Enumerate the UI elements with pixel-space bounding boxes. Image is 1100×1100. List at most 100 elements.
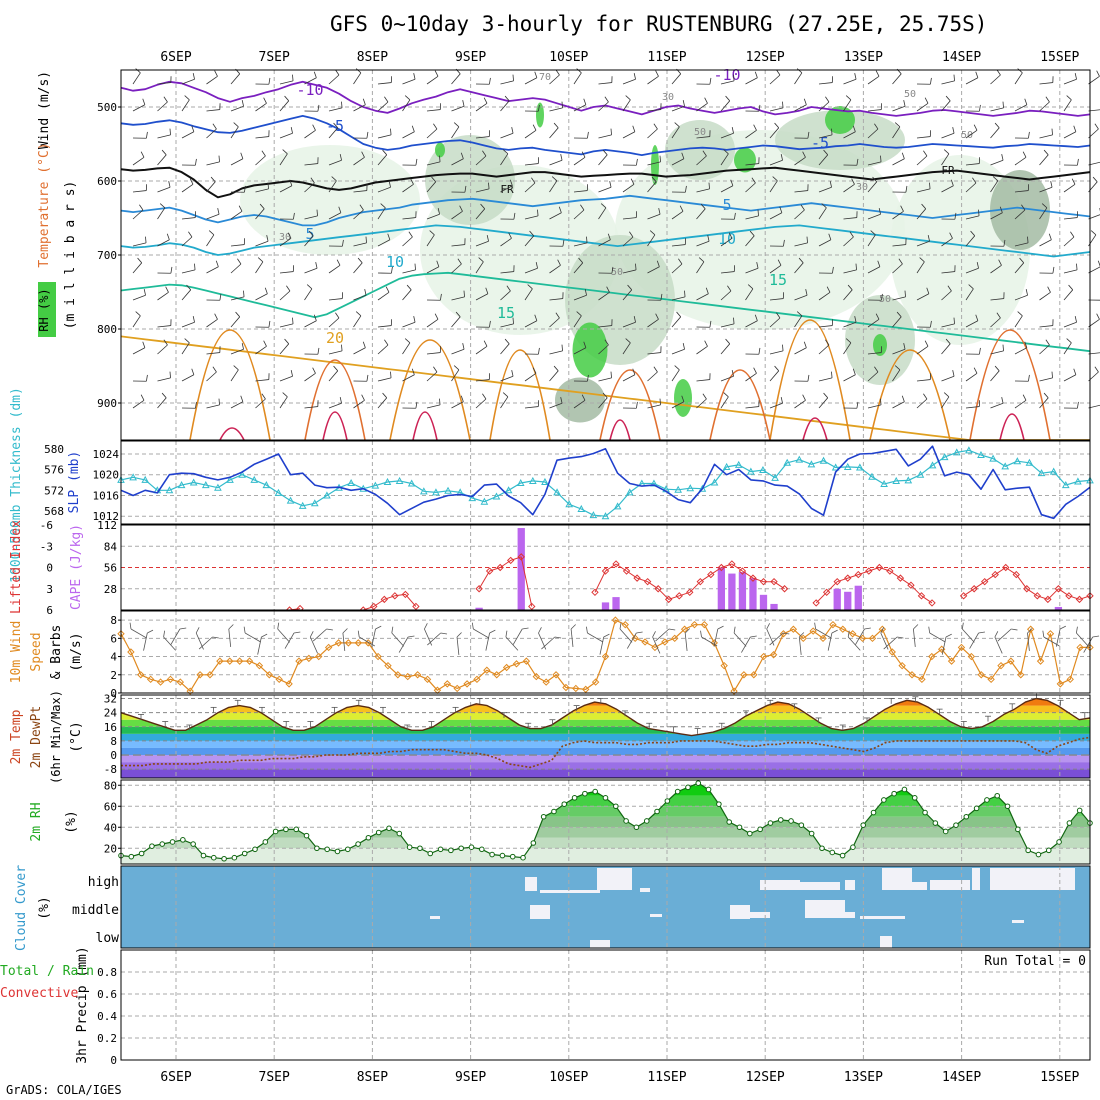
wind-barb-flag [502, 149, 509, 155]
wind-barb [500, 127, 514, 139]
wind-barb-staff [279, 218, 294, 220]
wind-barb [696, 393, 707, 409]
wind10m-barb [284, 631, 301, 649]
wind10m-barb-staff [198, 636, 213, 650]
wind10m-marker [680, 625, 689, 633]
wind10m-marker [255, 661, 264, 670]
temperature-contour-hot [322, 411, 348, 441]
chart-title: GFS 0~10day 3-hourly for RUSTENBURG (27.… [330, 12, 988, 36]
wind-barb-staff [965, 288, 974, 301]
wind-barb-staff [892, 73, 902, 85]
wind-barb-staff [671, 348, 685, 355]
wind-barb [696, 77, 712, 85]
wind10m-barb-staff [284, 632, 295, 649]
wind10m-barb-staff [798, 636, 802, 655]
wind-barb-flag [315, 262, 318, 269]
thickness-marker [1061, 481, 1070, 489]
wind-barb-staff [941, 153, 950, 166]
wind-barb [1014, 289, 1028, 301]
cloud-level-label: low [96, 931, 120, 946]
wind-barb-staff [720, 100, 731, 112]
wind-barb [255, 393, 266, 409]
wind-barb-flag [215, 260, 219, 267]
wind-barb [990, 259, 1002, 274]
wind10m-barb [1083, 635, 1100, 653]
wind-barb [1039, 96, 1050, 112]
wind-barb-flag [727, 285, 732, 292]
wind-barb-staff [892, 126, 901, 139]
temperature-contour-label: -10 [296, 81, 323, 99]
wind10m-barb-flag [163, 630, 166, 638]
wind-barb [279, 149, 288, 166]
precip-ylabel-1: 3hr Precip (mm) [75, 946, 90, 1063]
wind-barb-flag [656, 260, 660, 267]
wind-barb-flag [584, 289, 587, 296]
wind-barb-staff [475, 83, 490, 85]
wind-barb [1014, 151, 1027, 166]
wind-barb [671, 122, 680, 139]
wind-barb-staff [671, 191, 686, 193]
wind10m-barb-flag [570, 624, 576, 630]
thickness-marker [819, 456, 828, 464]
wind-barb-staff [867, 75, 880, 85]
rh2m-marker [417, 845, 423, 852]
wind-barb [671, 290, 686, 301]
wind-barb-staff [843, 183, 855, 193]
wind-barb-staff [965, 215, 980, 220]
wind-barb [573, 204, 585, 220]
wind-barb-staff [524, 235, 535, 247]
rh2m-ylabel-2: (%) [64, 810, 79, 833]
rh2m-marker [664, 798, 671, 804]
wind-barb-flag [903, 343, 906, 350]
wind-barb-staff [573, 156, 586, 166]
wind-barb-staff [818, 325, 833, 328]
wind-barb-staff [451, 316, 461, 328]
rh2m-ylabel-1: 2m RH [29, 802, 44, 841]
wind-barb-staff [524, 215, 539, 220]
wind10m-barb-staff [997, 628, 1012, 642]
wind-barb-staff [132, 347, 146, 355]
wind-barb-flag [878, 208, 881, 215]
wind-barb-flag [660, 293, 663, 301]
rh2m-marker [860, 822, 867, 828]
wind-barb-staff [304, 320, 317, 328]
temperature2m-border [120, 694, 1091, 779]
wind-barb-staff [916, 326, 931, 328]
wind-barb-staff [426, 404, 441, 409]
wind-barb-staff [745, 235, 755, 247]
wind10m-barb [342, 628, 348, 651]
rh2m-marker [819, 845, 825, 852]
wind-barb-staff [353, 242, 367, 247]
wind-barb [720, 370, 734, 382]
wind-barb-staff [941, 290, 952, 301]
wind-barb-staff [818, 344, 830, 355]
wind10m-marker [947, 657, 956, 665]
wind-barb [990, 365, 1000, 382]
temperature2m-band [121, 755, 1090, 763]
wind-barb-staff [304, 353, 318, 355]
wind-barb-staff [696, 155, 707, 166]
wind-barb-staff [671, 158, 685, 166]
wind-barb-flag [485, 287, 489, 294]
wind10m-barb [652, 631, 661, 654]
wind-barb [524, 262, 538, 274]
wind-barb [573, 131, 589, 139]
wind-barb-flag [782, 344, 784, 351]
wind-barb-flag [391, 266, 393, 274]
wind-barb-flag [434, 70, 439, 77]
wind10m-barb [143, 629, 154, 651]
wind-barb-staff [132, 262, 143, 274]
wind-barb-flag [1077, 158, 1079, 166]
wind-barb-staff [1014, 242, 1029, 247]
wind-barb [132, 311, 141, 328]
wind-barb [230, 122, 239, 139]
wind-barb [1063, 231, 1075, 247]
wind10m-marker [413, 671, 422, 679]
wind-barb-flag [807, 131, 810, 139]
wind-barb [892, 100, 906, 112]
cloud-clear-patch [740, 912, 770, 918]
lifted-index-marker [412, 602, 420, 611]
wind-barb-staff [1014, 347, 1028, 355]
wind-barb [720, 95, 731, 112]
wind-barb-staff [867, 161, 882, 166]
